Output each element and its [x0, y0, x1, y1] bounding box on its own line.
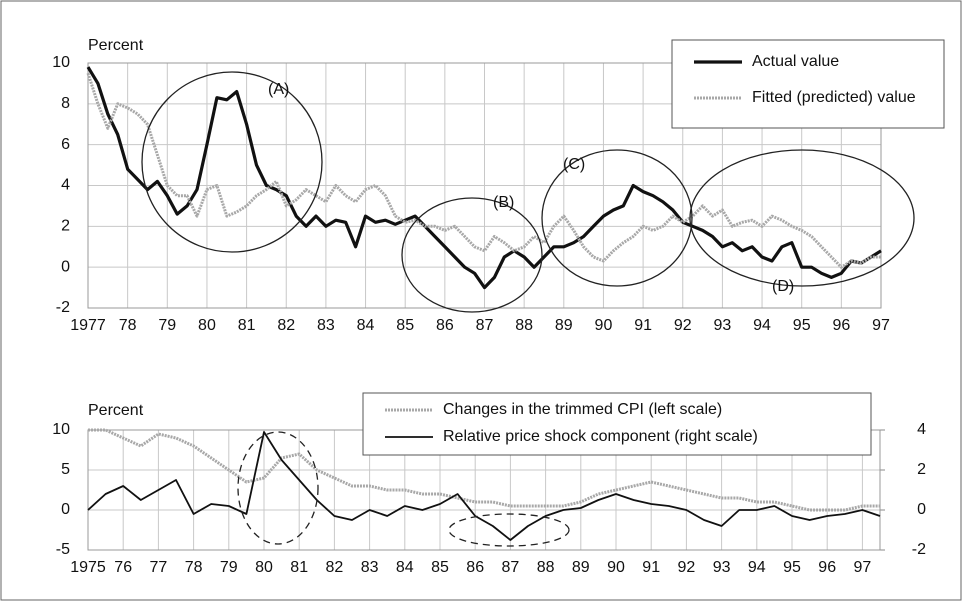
x-tick-label: 91 [634, 317, 652, 334]
x-tick-label: 95 [783, 559, 801, 576]
annotation: (C) [563, 156, 585, 173]
y-tick-label: -2 [56, 299, 70, 316]
x-tick-label: 82 [326, 559, 344, 576]
y2-tick-label: 0 [917, 501, 926, 518]
x-tick-label: 86 [436, 317, 454, 334]
annotation: (B) [493, 194, 514, 211]
y-tick-label: -5 [56, 541, 70, 558]
ellipse [448, 513, 570, 547]
x-tick-label: 80 [255, 559, 273, 576]
y-tick-label: 5 [61, 461, 70, 478]
x-tick-label: 97 [854, 559, 872, 576]
x-tick-label: 83 [317, 317, 335, 334]
x-tick-label: 87 [502, 559, 520, 576]
series-line [86, 72, 881, 269]
ellipse [689, 149, 915, 287]
x-tick-label: 91 [642, 559, 660, 576]
y-tick-label: 0 [61, 258, 70, 275]
x-tick-label: 97 [872, 317, 890, 334]
y-tick-label: 10 [52, 54, 70, 71]
x-tick-label: 86 [466, 559, 484, 576]
legend-label: Changes in the trimmed CPI (left scale) [443, 401, 722, 418]
x-tick-label: 90 [607, 559, 625, 576]
annotation: (A) [268, 81, 289, 98]
legend-label: Actual value [752, 53, 839, 70]
x-tick-label: 87 [476, 317, 494, 334]
series-line [86, 66, 882, 290]
y-tick-label: 4 [61, 177, 70, 194]
x-tick-label: 96 [832, 317, 850, 334]
x-tick-label: 93 [713, 559, 731, 576]
x-tick-label: 78 [185, 559, 203, 576]
bottom-panel: Percent -5 0 5 10 -2 0 2 4 1975 76 77 78 79 80 81 82 83 8… [52, 392, 926, 576]
x-tick-label: 89 [555, 317, 573, 334]
x-tick-label: 96 [818, 559, 836, 576]
x-tick-label: 79 [158, 317, 176, 334]
x-tick-label: 1977 [70, 317, 106, 334]
x-tick-label: 89 [572, 559, 590, 576]
x-tick-label: 83 [361, 559, 379, 576]
x-tick-label: 78 [119, 317, 137, 334]
legend-box [362, 392, 872, 456]
x-tick-label: 84 [357, 317, 375, 334]
x-tick-label: 90 [595, 317, 613, 334]
y-tick-label: 10 [52, 421, 70, 438]
plot-area [87, 62, 882, 309]
x-tick-label: 92 [674, 317, 692, 334]
series-line [87, 431, 881, 541]
y-axis-label: Percent [88, 402, 144, 419]
x-tick-label: 88 [515, 317, 533, 334]
x-tick-label: 77 [150, 559, 168, 576]
x-tick-label: 88 [537, 559, 555, 576]
y2-tick-label: 4 [917, 421, 926, 438]
x-tick-label: 94 [753, 317, 771, 334]
ellipse [141, 71, 323, 253]
y-tick-label: 0 [61, 501, 70, 518]
y2-tick-label: 2 [917, 461, 926, 478]
x-tick-label: 94 [748, 559, 766, 576]
x-tick-label: 80 [198, 317, 216, 334]
x-tick-label: 81 [290, 559, 308, 576]
x-tick-label: 85 [431, 559, 449, 576]
x-tick-label: 79 [220, 559, 238, 576]
x-tick-label: 95 [793, 317, 811, 334]
y-tick-label: 2 [61, 218, 70, 235]
ellipse [541, 149, 693, 287]
legend-label: Relative price shock component (right sc… [443, 428, 758, 445]
x-tick-label: 81 [238, 317, 256, 334]
x-tick-label: 85 [396, 317, 414, 334]
y-tick-label: 6 [61, 136, 70, 153]
x-tick-label: 84 [396, 559, 414, 576]
x-tick-label: 93 [714, 317, 732, 334]
ellipse [401, 197, 543, 313]
highlight-ellipses [141, 71, 915, 547]
top-panel: Percent -2 0 2 4 6 8 10 1977 78 79 80 81 82 83 84 85 86 8… [52, 37, 945, 334]
x-tick-label: 82 [277, 317, 295, 334]
x-tick-label: 1975 [70, 559, 106, 576]
y-axis-label: Percent [88, 37, 144, 54]
x-tick-label: 76 [114, 559, 132, 576]
y2-tick-label: -2 [912, 541, 926, 558]
x-tick-label: 92 [678, 559, 696, 576]
ellipse [237, 431, 319, 545]
legend-box [671, 39, 945, 129]
y-tick-label: 8 [61, 95, 70, 112]
annotation: (D) [772, 278, 794, 295]
legend-label: Fitted (predicted) value [752, 89, 916, 106]
